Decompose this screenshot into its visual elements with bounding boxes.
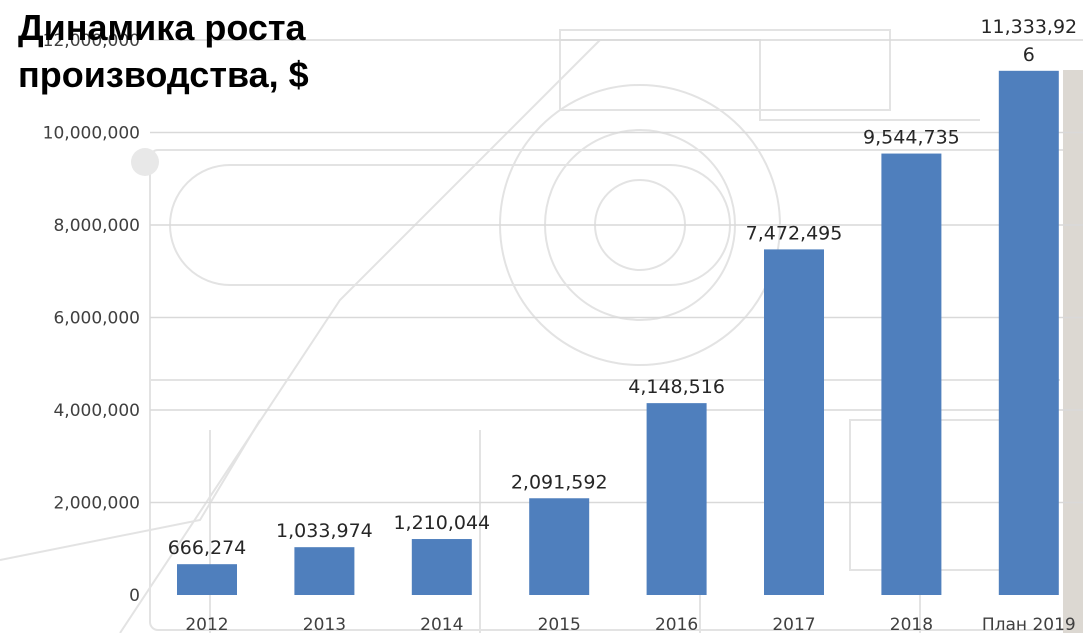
data-label: 9,544,735 bbox=[863, 127, 960, 149]
data-label: 2,091,592 bbox=[511, 471, 608, 493]
y-tick-label: 0 bbox=[129, 586, 140, 606]
bar-2013 bbox=[294, 547, 355, 595]
bar-План 2019 bbox=[998, 70, 1059, 596]
x-category-label: 2014 bbox=[420, 615, 463, 633]
data-label: 1,033,974 bbox=[276, 520, 373, 542]
bar-2017 bbox=[764, 249, 824, 596]
y-tick-label: 6,000,000 bbox=[53, 309, 140, 329]
data-label: 666,274 bbox=[168, 537, 247, 559]
grid-lines bbox=[150, 39, 1083, 504]
x-category-label: 2013 bbox=[303, 615, 346, 633]
bar-2016 bbox=[646, 403, 707, 595]
x-category-label: 2016 bbox=[655, 615, 698, 633]
bar-2015 bbox=[529, 498, 590, 595]
data-label: 11,333,92 6 bbox=[980, 16, 1077, 66]
y-tick-label: 10,000,000 bbox=[43, 124, 140, 144]
x-category-label: План 2019 bbox=[982, 615, 1076, 633]
y-tick-label: 12,000,000 bbox=[43, 31, 140, 51]
x-axis-categories: 2012 2013 2014 2015 2016 2017 2018 План 2019 bbox=[185, 615, 1075, 633]
data-label: 1,210,044 bbox=[393, 512, 490, 534]
x-category-label: 2017 bbox=[772, 615, 815, 633]
x-category-label: 2018 bbox=[890, 615, 933, 633]
chart-title: Динамика роста производства, $ bbox=[18, 7, 309, 95]
bar-2014 bbox=[411, 539, 472, 595]
x-category-label: 2015 bbox=[538, 615, 581, 633]
bars bbox=[177, 70, 1059, 596]
data-label: 4,148,516 bbox=[628, 376, 725, 398]
y-tick-label: 2,000,000 bbox=[53, 494, 140, 514]
y-axis-ticks: 0 2,000,000 4,000,000 6,000,000 8,000,000 10,… bbox=[43, 31, 140, 606]
y-tick-label: 4,000,000 bbox=[53, 401, 140, 421]
data-labels: 666,274 1,033,974 1,210,044 2,091,592 4,148,… bbox=[168, 16, 1077, 559]
data-label: 7,472,495 bbox=[746, 222, 843, 244]
x-category-label: 2012 bbox=[185, 615, 228, 633]
bar-2012 bbox=[177, 564, 237, 595]
y-tick-label: 8,000,000 bbox=[53, 216, 140, 236]
bar-2018 bbox=[881, 153, 942, 595]
